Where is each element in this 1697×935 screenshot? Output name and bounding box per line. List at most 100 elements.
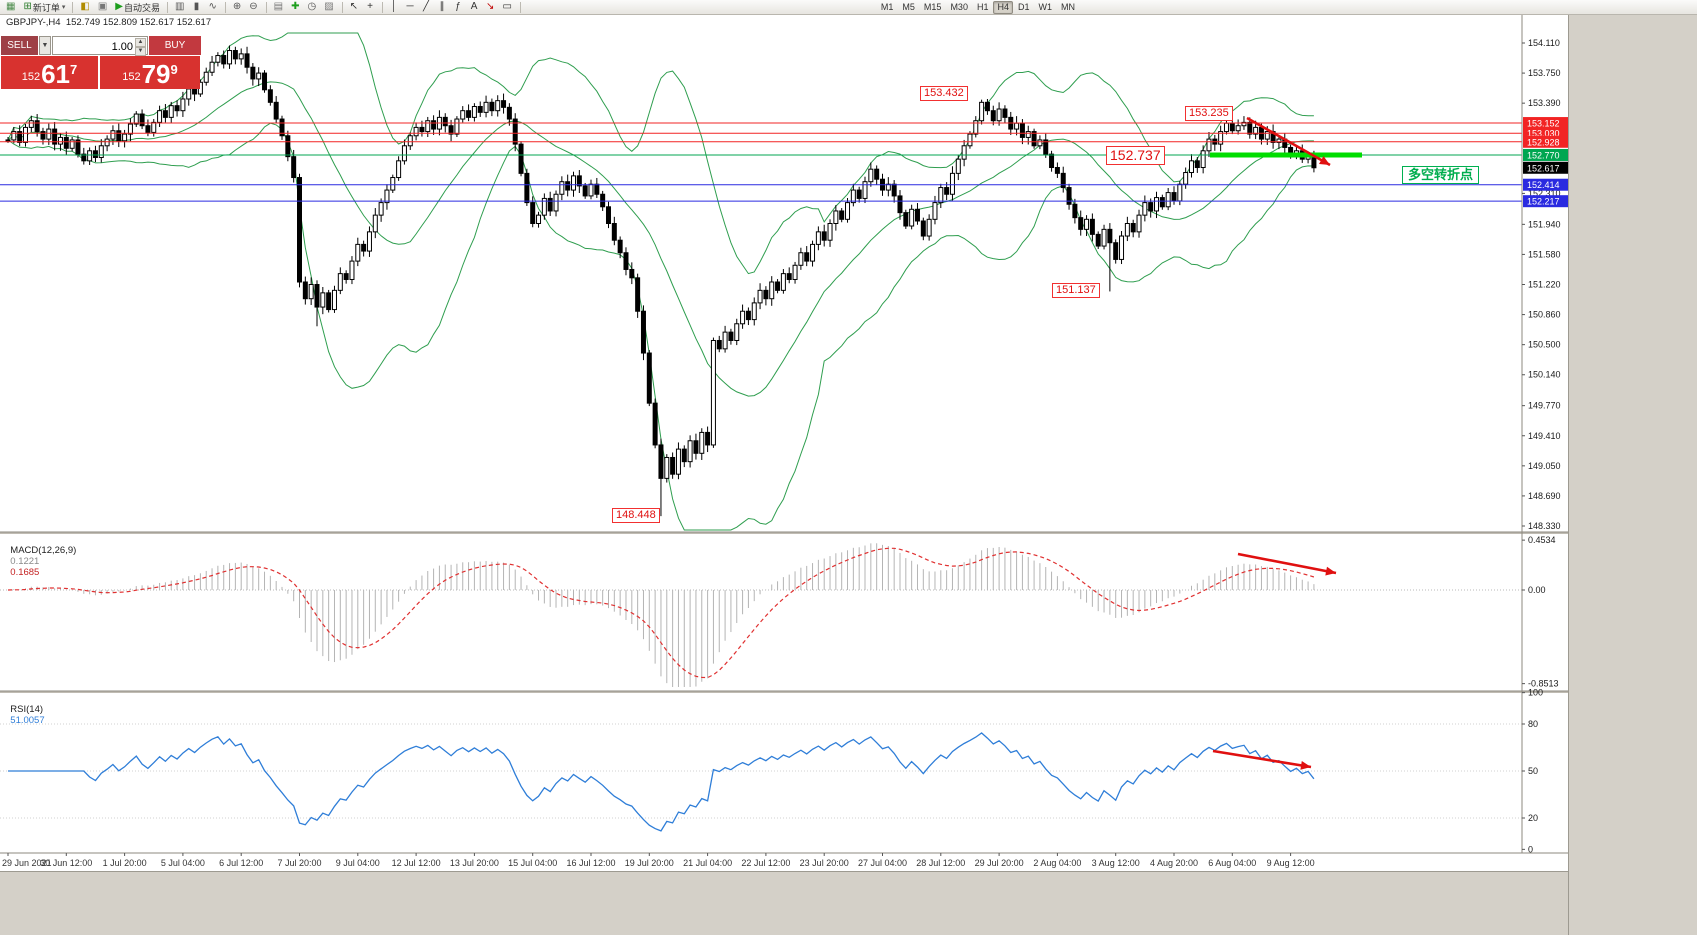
svg-text:153.390: 153.390	[1528, 98, 1561, 108]
vertical-line-icon: │	[390, 1, 398, 12]
lot-decrease-icon[interactable]: ▼	[135, 47, 146, 56]
toolbar-separator	[72, 1, 74, 13]
price-axis[interactable]	[1522, 15, 1568, 853]
lot-increase-icon[interactable]: ▲	[135, 38, 146, 47]
svg-text:152.770: 152.770	[1527, 150, 1560, 160]
caret-down-icon: ▾	[61, 4, 66, 11]
terminal-button[interactable]: ▣	[95, 1, 111, 14]
svg-text:149.050: 149.050	[1528, 461, 1561, 471]
periods-button[interactable]: ◷	[304, 1, 320, 14]
autotrading-button-label: 自动交易	[123, 2, 160, 13]
svg-text:9 Jul 04:00: 9 Jul 04:00	[336, 858, 380, 868]
vertical-line-button[interactable]: │	[387, 1, 402, 14]
zoom-out-button[interactable]: ⊖	[246, 1, 261, 14]
rsi-title: RSI(14)	[10, 704, 44, 715]
autotrading-icon: ▶	[115, 1, 123, 12]
timeframe-mn[interactable]: MN	[1061, 2, 1075, 12]
sell-price-button[interactable]: 152 61 7	[1, 56, 98, 89]
fibonacci-button[interactable]: ƒ	[451, 1, 466, 14]
svg-text:151.220: 151.220	[1528, 279, 1561, 289]
candlestick-button[interactable]: ▮	[189, 1, 204, 14]
svg-text:19 Jul 20:00: 19 Jul 20:00	[625, 858, 674, 868]
buy-price-button[interactable]: 152 79 9	[100, 56, 200, 89]
buy-price-big: 79	[141, 59, 171, 89]
bar-chart-button[interactable]: ▥	[172, 1, 188, 14]
svg-text:0: 0	[1528, 844, 1533, 854]
timeframe-m1[interactable]: M1	[880, 2, 894, 12]
zoom-in-button[interactable]: ⊕	[230, 1, 245, 14]
buy-button[interactable]: BUY	[149, 36, 201, 55]
lot-size-input[interactable]	[53, 38, 147, 56]
timeframe-h4[interactable]: H4	[993, 0, 1013, 14]
svg-text:50: 50	[1528, 766, 1538, 776]
buy-price-prefix: 152	[122, 71, 141, 83]
svg-text:150.860: 150.860	[1528, 310, 1561, 320]
trade-controls-row: SELL ▼ ▲ ▼ BUY	[1, 36, 201, 56]
autotrading-button[interactable]: ▶ 自动交易	[112, 1, 163, 14]
svg-text:12 Jul 12:00: 12 Jul 12:00	[392, 858, 441, 868]
svg-text:151.940: 151.940	[1528, 219, 1561, 229]
chart-canvas[interactable]: 154.110 153.750 153.390 152.310 151.940 151.5…	[0, 15, 1568, 871]
svg-text:152.310: 152.310	[1528, 188, 1561, 198]
tile-windows-button[interactable]: ▤	[271, 1, 287, 14]
crosshair-button[interactable]: +	[363, 1, 378, 14]
text-icon: A	[470, 1, 478, 12]
new-order-icon: ⊞	[23, 1, 32, 12]
zoom-out-icon: ⊖	[249, 1, 258, 12]
arrows-button[interactable]: ↘	[483, 1, 498, 14]
toolbar: ▦ ⊞ 新订单 ▾ ◧ ▣ ▶ 自动交易 ▥ ▮ ∿ ⊕ ⊖ ▤ ✚ ◷ ▨ ↖ + │ ─ ╱ ∥ ƒ A ↘ ▭ M1 M5 M15 M…	[0, 0, 1697, 15]
window-bottom-filler	[0, 871, 1568, 935]
buy-price-sup: 9	[170, 62, 178, 77]
new-order-button[interactable]: ⊞ 新订单 ▾	[20, 1, 68, 14]
arrows-icon: ↘	[486, 1, 495, 12]
rsi-label: RSI(14) 51.0057	[5, 693, 44, 726]
timeframe-m15[interactable]: M15	[923, 2, 942, 12]
svg-text:0.00: 0.00	[1528, 585, 1546, 595]
line-chart-button[interactable]: ∿	[205, 1, 220, 14]
timeframe-toolbar: M1 M5 M15 M30 H1 H4 D1 W1 MN	[877, 0, 1079, 14]
trendline-button[interactable]: ╱	[419, 1, 434, 14]
svg-text:149.770: 149.770	[1528, 401, 1561, 411]
macd-main-value: 0.1221	[10, 556, 40, 567]
svg-text:6 Aug 04:00: 6 Aug 04:00	[1208, 858, 1256, 868]
indicators-button[interactable]: ✚	[288, 1, 303, 14]
toolbar-separator	[382, 1, 384, 13]
charts-grid-icon-button[interactable]: ▦	[3, 1, 19, 14]
svg-text:100: 100	[1528, 688, 1543, 698]
sell-button[interactable]: SELL	[1, 36, 38, 55]
svg-text:1 Jul 20:00: 1 Jul 20:00	[103, 858, 147, 868]
svg-text:4 Aug 20:00: 4 Aug 20:00	[1150, 858, 1198, 868]
cursor-button[interactable]: ↖	[347, 1, 362, 14]
lot-steppers: ▲ ▼	[135, 38, 146, 56]
svg-text:2 Aug 04:00: 2 Aug 04:00	[1033, 858, 1081, 868]
timeframe-m5[interactable]: M5	[902, 2, 915, 12]
time-axis[interactable]	[0, 853, 1522, 871]
toolbar-separator	[341, 1, 343, 13]
horizontal-line-icon: ─	[406, 1, 414, 12]
svg-text:23 Jul 20:00: 23 Jul 20:00	[800, 858, 849, 868]
timeframe-d1[interactable]: D1	[1017, 2, 1030, 12]
macd-label: MACD(12,26,9) 0.1221 0.1685	[5, 534, 76, 578]
templates-button[interactable]: ▨	[321, 1, 337, 14]
svg-text:152.217: 152.217	[1527, 197, 1560, 207]
zoom-in-icon: ⊕	[232, 1, 242, 12]
charts-grid-icon-icon: ▦	[6, 1, 16, 12]
svg-text:153.152: 153.152	[1527, 119, 1560, 129]
text-button[interactable]: A	[467, 1, 482, 14]
channel-button[interactable]: ∥	[435, 1, 450, 14]
shapes-button[interactable]: ▭	[499, 1, 515, 14]
svg-text:150.500: 150.500	[1528, 340, 1561, 350]
bar-chart-icon: ▥	[175, 1, 185, 12]
templates-icon: ▨	[324, 1, 334, 12]
horizontal-line-button[interactable]: ─	[403, 1, 418, 14]
svg-text:151.580: 151.580	[1528, 249, 1561, 259]
terminal-icon: ▣	[97, 1, 108, 12]
timeframe-w1[interactable]: W1	[1038, 2, 1053, 12]
sell-dropdown-caret-icon[interactable]: ▼	[39, 36, 51, 55]
periods-icon: ◷	[307, 1, 317, 12]
metaeditor-button[interactable]: ◧	[77, 1, 93, 14]
price-callout: 153.235	[1185, 106, 1233, 121]
timeframe-m30[interactable]: M30	[950, 2, 968, 12]
symbol-ohlc-line: GBPJPY-,H4 152.749 152.809 152.617 152.6…	[6, 17, 212, 28]
timeframe-h1[interactable]: H1	[976, 2, 989, 12]
